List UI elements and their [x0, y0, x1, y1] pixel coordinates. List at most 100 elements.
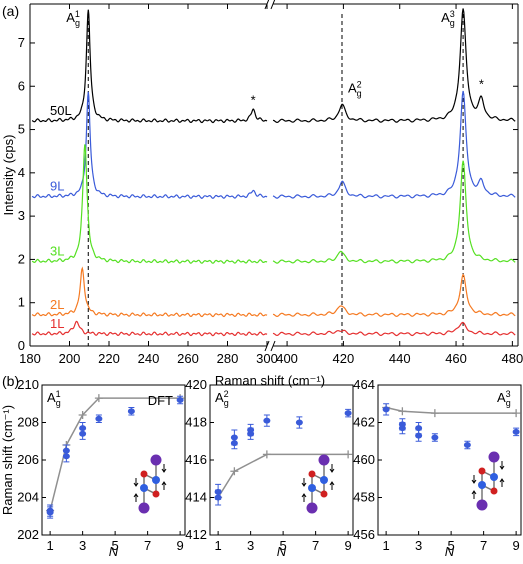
x-tick-label: 200 — [59, 351, 81, 366]
x-tick-label: 3 — [79, 538, 86, 553]
axis-break-mark — [270, 0, 276, 10]
atom-blue — [490, 473, 498, 481]
spectrum-line-3L — [272, 160, 516, 264]
x-tick-label: 7 — [144, 538, 151, 553]
x-tick-label: 7 — [312, 538, 319, 553]
y-tick-label: 462 — [353, 415, 375, 430]
x-tick-label: 280 — [217, 351, 239, 366]
x-tick-label: 460 — [445, 351, 467, 366]
dft-point — [78, 411, 87, 419]
displacement-arrow — [301, 493, 307, 502]
atom-purple — [318, 454, 330, 466]
x-tick-label: 5 — [448, 538, 455, 553]
x-tick-label: 480 — [502, 351, 523, 366]
x-tick-label: 7 — [480, 538, 487, 553]
y-tick-label: 458 — [353, 490, 375, 505]
dft-label: DFT — [148, 393, 173, 408]
vibration-mode-inset — [301, 454, 335, 514]
y-tick-label: 1 — [18, 295, 25, 310]
axis-break-mark — [270, 340, 276, 352]
spectrum-label-1L: 1L — [50, 316, 64, 331]
y-tick-label: 2 — [18, 251, 25, 266]
x-tick-label: 420 — [333, 351, 355, 366]
experiment-point — [79, 430, 87, 437]
spectrum-line-50L — [31, 9, 268, 124]
spectrum-line-50L — [272, 8, 516, 124]
atom-red — [152, 490, 160, 498]
x-tick-label: 9 — [177, 538, 184, 553]
dft-point — [512, 409, 521, 418]
y-tick-label: 7 — [18, 35, 25, 50]
atom-red — [320, 490, 328, 498]
x-tick-label: 5 — [112, 538, 119, 553]
panel-a-label: (a) — [2, 3, 19, 19]
experiment-point — [127, 408, 135, 415]
displacement-arrow — [471, 490, 477, 499]
spectrum-label-2L: 2L — [50, 297, 64, 312]
y-tick-label: 6 — [18, 78, 25, 93]
y-axis-label: Raman shift (cm⁻¹) — [0, 405, 15, 515]
x-tick-label: 9 — [513, 538, 520, 553]
y-tick-label: 418 — [185, 415, 207, 430]
dft-line — [49, 397, 181, 511]
peak-position-panels: 202 204 206 208 210 1 3 5 7 9 N Raman shift (cm⁻¹) D… — [0, 377, 522, 559]
spectrum-line-2L — [272, 273, 516, 318]
y-tick-label: 210 — [17, 377, 39, 392]
y-tick-label: 208 — [17, 415, 39, 430]
y-tick-label: 204 — [17, 490, 39, 505]
x-axis-label: N — [109, 544, 119, 559]
spectrum-line-3L — [31, 144, 268, 264]
x-tick-label: 3 — [415, 538, 422, 553]
spectrum-line-2L — [31, 266, 268, 318]
experiment-point — [295, 419, 303, 426]
dft-line — [217, 453, 349, 498]
atom-blue — [320, 476, 328, 484]
experiment-point — [398, 425, 406, 432]
x-tick-label: 180 — [19, 351, 41, 366]
x-tick-label: 440 — [389, 351, 411, 366]
experiment-point — [344, 410, 352, 417]
displacement-arrow — [301, 478, 307, 487]
peak-plot-2: 412 414 416 418 420 1 3 5 7 9 N A2 g — [185, 377, 354, 559]
peak-plot-3: 456 458 460 462 464 1 3 5 7 9 N A3 g — [353, 377, 522, 559]
dft-line — [385, 406, 517, 414]
atom-red — [490, 487, 498, 495]
x-tick-label: 300 — [256, 351, 278, 366]
experiment-point — [230, 440, 238, 447]
x-tick-label: 1 — [215, 538, 222, 553]
displacement-arrow — [133, 493, 139, 502]
dft-point — [262, 450, 271, 459]
experiment-point — [176, 397, 184, 403]
displacement-arrow — [329, 464, 335, 473]
atom-red — [308, 470, 316, 478]
dft-point — [398, 407, 407, 416]
dft-point — [230, 467, 239, 476]
y-tick-label: 464 — [353, 377, 375, 392]
x-tick-label: 1 — [383, 538, 390, 553]
y-tick-label: 206 — [17, 452, 39, 467]
impurity-star-mark: * — [479, 76, 484, 91]
experiment-point — [512, 428, 520, 435]
experiment-point — [214, 494, 222, 501]
x-tick-label: 240 — [138, 351, 160, 366]
plot-frame — [209, 384, 354, 536]
x-tick-label: 220 — [98, 351, 120, 366]
experiment-point — [463, 442, 471, 448]
experiment-point — [62, 453, 70, 460]
atom-blue — [152, 476, 160, 484]
experiment-point — [263, 417, 271, 424]
x-tick-label: 3 — [247, 538, 254, 553]
y-tick-label: 420 — [185, 377, 207, 392]
atom-blue — [140, 484, 148, 492]
spectrum-line-1L — [272, 321, 516, 337]
atom-purple — [306, 502, 318, 514]
x-axis-label: Raman shift (cm⁻¹) — [215, 373, 325, 388]
y-tick-label: 414 — [185, 490, 207, 505]
mode-title-label: A2 g — [215, 389, 229, 408]
spectrum-line-9L — [31, 91, 268, 199]
vibration-mode-inset — [471, 451, 505, 511]
atom-purple — [138, 502, 150, 514]
x-tick-label: 9 — [345, 538, 352, 553]
